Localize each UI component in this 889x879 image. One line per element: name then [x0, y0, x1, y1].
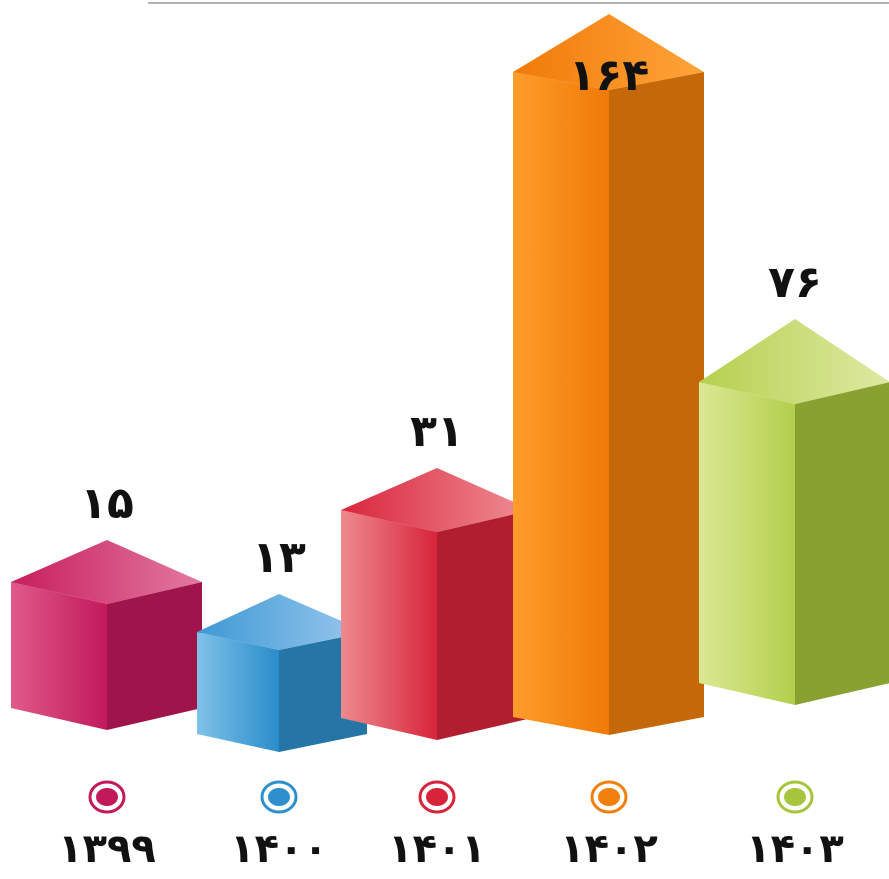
- bar-front-face: [699, 382, 795, 705]
- bar-top-face: [341, 468, 532, 532]
- bar-value-label: ۱۶۴: [569, 50, 650, 101]
- bar: [513, 14, 704, 735]
- bar-side-face: [107, 582, 202, 730]
- category-marker-dot: [776, 780, 814, 814]
- bar-top-face: [11, 540, 202, 604]
- bar-top-face: [699, 319, 889, 404]
- bar-value-label: ۱۳: [252, 532, 306, 583]
- bar: [197, 594, 367, 752]
- bar-value-label: ۳۱: [410, 406, 464, 457]
- bar-side-face: [437, 510, 532, 740]
- bar-value-label: ۱۵: [80, 478, 134, 529]
- category-marker-dot: [260, 780, 298, 814]
- bar-front-face: [513, 72, 609, 735]
- bar-side-face: [795, 382, 889, 705]
- category-marker-dot: [418, 780, 456, 814]
- bar-front-face: [341, 510, 437, 740]
- x-tick-label: ۱۴۰۲: [560, 826, 658, 872]
- bar-top-face: [197, 594, 367, 650]
- bars-layer: ۱۵ ۱۳۹۹ ۱۳ ۱۴۰۰ ۳۱ ۱۴۰۱ ۱۶۴ ۱۴۰۲ ۷۶ ۱۴۰۳: [11, 14, 889, 872]
- bar: [341, 468, 532, 740]
- bar: [11, 540, 202, 730]
- x-tick-label: ۱۴۰۱: [388, 826, 486, 872]
- bar-front-face: [197, 632, 279, 752]
- bar-side-face: [609, 72, 704, 735]
- x-tick-label: ۱۴۰۳: [746, 826, 844, 872]
- x-tick-label: ۱۴۰۰: [230, 826, 328, 872]
- bar-top-face: [513, 14, 704, 90]
- bar-front-face: [11, 582, 107, 730]
- category-marker-dot: [590, 780, 628, 814]
- category-marker-dot: [88, 780, 126, 814]
- x-tick-label: ۱۳۹۹: [58, 826, 156, 872]
- bar-value-label: ۷۶: [768, 257, 822, 308]
- bar: [699, 319, 889, 705]
